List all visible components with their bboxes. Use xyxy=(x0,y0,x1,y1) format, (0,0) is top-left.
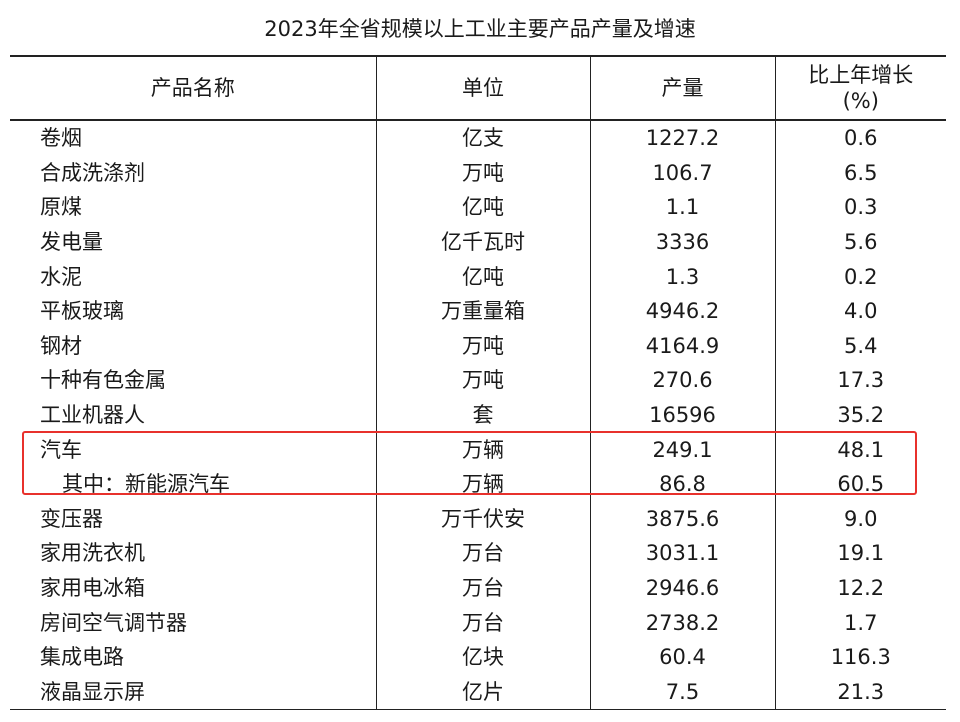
product-growth: 116.3 xyxy=(774,639,946,675)
product-name: 液晶显示屏 xyxy=(10,674,376,711)
product-growth: 19.1 xyxy=(774,536,946,571)
product-unit: 万台 xyxy=(375,605,590,640)
product-output-table: 产品名称 单位 产量 比上年增长 (%) 卷烟 亿支 1227.2 0.6 合成… xyxy=(10,55,946,711)
product-growth: 17.3 xyxy=(774,363,946,398)
product-unit: 万吨 xyxy=(375,328,590,364)
product-name: 房间空气调节器 xyxy=(40,610,187,635)
header-unit: 单位 xyxy=(375,56,590,120)
product-unit: 亿片 xyxy=(375,674,590,711)
header-output: 产量 xyxy=(589,56,775,120)
product-unit: 万台 xyxy=(375,570,590,606)
product-name: 合成洗涤剂 xyxy=(40,160,145,185)
product-name: 家用电冰箱 xyxy=(40,576,145,601)
product-output: 3031.1 xyxy=(589,536,775,571)
product-unit: 万吨 xyxy=(375,363,590,398)
table-row: 钢材 万吨 4164.9 5.4 xyxy=(10,328,946,364)
product-growth: 21.3 xyxy=(774,674,946,711)
product-growth: 12.2 xyxy=(774,570,946,606)
table-header-row: 产品名称 单位 产量 比上年增长 (%) xyxy=(10,56,946,120)
product-name: 汽车 xyxy=(40,437,82,462)
product-name: 工业机器人 xyxy=(40,403,145,428)
product-output: 1227.2 xyxy=(589,120,775,156)
header-product-name: 产品名称 xyxy=(150,76,235,100)
product-unit: 套 xyxy=(375,397,590,433)
product-growth: 1.7 xyxy=(774,605,946,640)
product-growth: 0.2 xyxy=(774,259,946,294)
table-row-new-energy-car: 其中：新能源汽车 万辆 86.8 60.5 xyxy=(10,466,946,502)
table-row: 工业机器人 套 16596 35.2 xyxy=(10,397,946,433)
product-name: 原煤 xyxy=(40,195,82,220)
product-output: 106.7 xyxy=(589,155,775,191)
table-row: 房间空气调节器 万台 2738.2 1.7 xyxy=(10,605,946,640)
product-name: 平板玻璃 xyxy=(40,299,124,324)
product-output: 86.8 xyxy=(589,466,775,502)
product-name: 家用洗衣机 xyxy=(40,541,145,566)
table-row: 液晶显示屏 亿片 7.5 21.3 xyxy=(10,674,946,711)
product-unit: 万辆 xyxy=(375,432,590,467)
product-output: 4946.2 xyxy=(589,293,775,329)
product-unit: 万辆 xyxy=(375,466,590,502)
product-output: 60.4 xyxy=(589,639,775,675)
product-output: 4164.9 xyxy=(589,328,775,364)
product-unit: 亿块 xyxy=(375,639,590,675)
product-name: 十种有色金属 xyxy=(40,368,166,393)
product-output: 7.5 xyxy=(589,674,775,711)
table-row: 变压器 万千伏安 3875.6 9.0 xyxy=(10,501,946,537)
product-growth: 48.1 xyxy=(774,432,946,467)
header-growth-unit: (%) xyxy=(842,89,879,113)
product-name: 发电量 xyxy=(40,230,103,255)
product-output: 1.1 xyxy=(589,190,775,225)
product-unit: 亿吨 xyxy=(375,190,590,225)
header-growth-label: 比上年增长 xyxy=(808,63,914,87)
table-row: 家用洗衣机 万台 3031.1 19.1 xyxy=(10,536,946,571)
product-growth: 60.5 xyxy=(774,466,946,502)
product-growth: 4.0 xyxy=(774,293,946,329)
product-output: 3336 xyxy=(589,224,775,260)
table-title: 2023年全省规模以上工业主要产品产量及增速 xyxy=(264,17,696,41)
product-growth: 9.0 xyxy=(774,501,946,537)
product-unit: 万台 xyxy=(375,536,590,571)
product-unit: 亿支 xyxy=(375,120,590,156)
product-growth: 6.5 xyxy=(774,155,946,191)
product-output: 2738.2 xyxy=(589,605,775,640)
product-output: 2946.6 xyxy=(589,570,775,606)
product-name: 集成电路 xyxy=(40,645,124,670)
product-growth: 35.2 xyxy=(774,397,946,433)
table-row: 家用电冰箱 万台 2946.6 12.2 xyxy=(10,570,946,606)
product-name: 钢材 xyxy=(40,333,82,358)
product-unit: 万重量箱 xyxy=(375,293,590,329)
header-growth: 比上年增长 (%) xyxy=(774,56,946,120)
product-name: 变压器 xyxy=(40,506,103,531)
table-row: 合成洗涤剂 万吨 106.7 6.5 xyxy=(10,155,946,191)
table-row: 十种有色金属 万吨 270.6 17.3 xyxy=(10,363,946,398)
product-growth: 5.4 xyxy=(774,328,946,364)
table-row: 卷烟 亿支 1227.2 0.6 xyxy=(10,120,946,156)
product-output: 16596 xyxy=(589,397,775,433)
product-output: 1.3 xyxy=(589,259,775,294)
product-unit: 亿吨 xyxy=(375,259,590,294)
table-row: 水泥 亿吨 1.3 0.2 xyxy=(10,259,946,294)
table-row-car: 汽车 万辆 249.1 48.1 xyxy=(10,432,946,467)
product-name: 水泥 xyxy=(40,264,82,289)
product-name: 其中：新能源汽车 xyxy=(62,472,230,497)
product-output: 249.1 xyxy=(589,432,775,467)
product-output: 3875.6 xyxy=(589,501,775,537)
product-unit: 亿千瓦时 xyxy=(375,224,590,260)
product-output: 270.6 xyxy=(589,363,775,398)
product-name: 卷烟 xyxy=(40,126,82,151)
table-row: 原煤 亿吨 1.1 0.3 xyxy=(10,190,946,225)
table-row: 平板玻璃 万重量箱 4946.2 4.0 xyxy=(10,293,946,329)
product-growth: 5.6 xyxy=(774,224,946,260)
product-unit: 万千伏安 xyxy=(375,501,590,537)
product-unit: 万吨 xyxy=(375,155,590,191)
product-growth: 0.3 xyxy=(774,190,946,225)
table-row: 集成电路 亿块 60.4 116.3 xyxy=(10,639,946,675)
product-growth: 0.6 xyxy=(774,120,946,156)
table-row: 发电量 亿千瓦时 3336 5.6 xyxy=(10,224,946,260)
